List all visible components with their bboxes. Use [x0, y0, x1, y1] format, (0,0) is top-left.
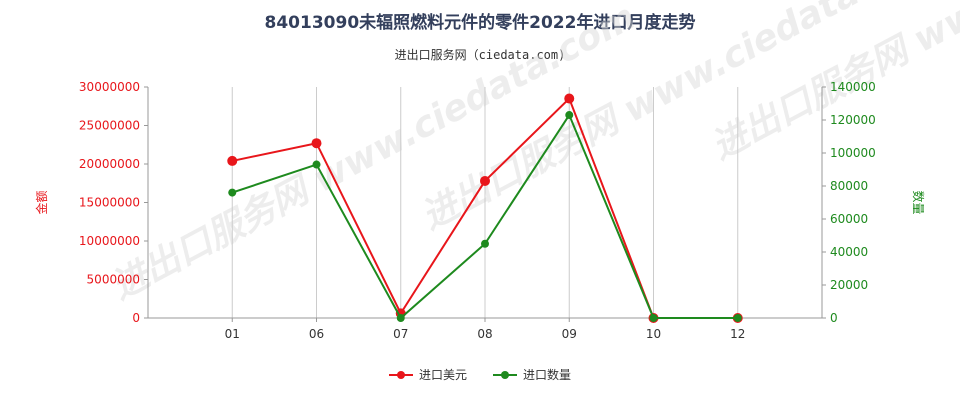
legend-swatch-amount: [388, 370, 413, 379]
data-point-quantity: [733, 314, 742, 322]
chart-subtitle: 进出口服务网（ciedata.com): [394, 48, 566, 62]
legend-swatch-quantity: [493, 370, 517, 379]
y-tick-left-label: 25000000: [79, 119, 140, 133]
y-tick-right-label: 40000: [830, 245, 868, 259]
data-point-amount: [227, 155, 238, 166]
data-point-amount: [480, 175, 490, 186]
x-tick-label: 10: [646, 327, 661, 341]
y-tick-left-label: 30000000: [79, 80, 140, 94]
legend: 进口美元 进口数量: [0, 366, 960, 383]
x-tick-label: 01: [225, 327, 240, 341]
y-tick-right-label: 140000: [830, 80, 876, 94]
y-tick-right-label: 20000: [830, 278, 868, 292]
y-tick-left-label: 15000000: [79, 196, 140, 210]
data-point-quantity: [228, 188, 237, 197]
y-tick-right-label: 80000: [830, 179, 868, 193]
legend-item-quantity[interactable]: 进口数量: [493, 366, 571, 383]
tick-labels: 0 5000000 10000000 15000000 20000000 25000000…: [79, 80, 876, 341]
data-point-quantity: [396, 314, 405, 322]
y-tick-right-label: 120000: [830, 113, 876, 127]
y-tick-right-label: 0: [830, 311, 838, 325]
chart-title: 84013090未辐照燃料元件的零件2022年进口月度走势: [264, 13, 696, 33]
series-layer: [227, 93, 743, 323]
data-point-amount: [564, 93, 575, 104]
x-tick-label: 07: [393, 327, 408, 341]
y-axis-left-label: 金额: [34, 190, 49, 214]
grid-lines: [231, 87, 739, 318]
legend-label-quantity: 进口数量: [523, 368, 572, 382]
data-point-quantity: [312, 160, 321, 169]
data-point-quantity: [565, 111, 574, 120]
y-tick-right-label: 60000: [830, 212, 868, 226]
y-tick-left-label: 5000000: [87, 273, 140, 287]
data-point-quantity: [481, 239, 489, 248]
data-point-quantity: [649, 314, 658, 322]
legend-item-amount[interactable]: 进口美元: [388, 366, 467, 383]
y-tick-left-label: 20000000: [79, 157, 140, 171]
legend-label-amount: 进口美元: [418, 368, 467, 382]
y-tick-left-label: 10000000: [79, 234, 140, 248]
y-axis-right-label: 数量: [911, 190, 926, 214]
x-tick-label: 08: [477, 327, 492, 341]
x-tick-label: 09: [562, 327, 577, 341]
y-tick-right-label: 100000: [830, 146, 876, 160]
x-tick-label: 12: [730, 327, 745, 341]
data-point-amount: [311, 138, 322, 149]
x-tick-label: 06: [309, 327, 324, 341]
y-tick-left-label: 0: [132, 311, 140, 325]
